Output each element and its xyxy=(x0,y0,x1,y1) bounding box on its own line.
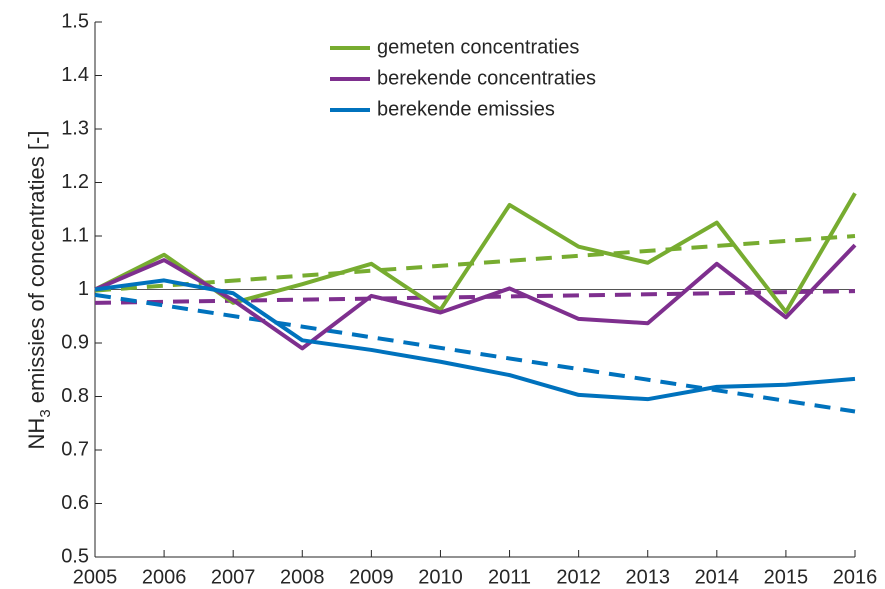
legend-label: berekende emissies xyxy=(377,98,555,120)
y-tick-label: 1.4 xyxy=(61,64,89,86)
trend-line xyxy=(94,234,856,293)
y-tick-label: 1.3 xyxy=(61,117,89,139)
x-tick-label: 2007 xyxy=(211,566,256,588)
y-label-subscript: 3 xyxy=(37,409,54,417)
y-tick-label: 1.1 xyxy=(61,224,89,246)
y-axis-label: NH3 emissies of concentraties [-] xyxy=(24,131,54,450)
y-tick-label: 0.8 xyxy=(61,385,89,407)
trend-line xyxy=(94,292,856,414)
x-tick-label: 2005 xyxy=(73,566,118,588)
x-tick-label: 2012 xyxy=(556,566,601,588)
y-label-suffix: emissies of concentraties [-] xyxy=(24,131,49,410)
x-tick-label: 2008 xyxy=(280,566,325,588)
series-line xyxy=(94,278,856,402)
y-tick-label: 1 xyxy=(78,278,89,300)
y-label-prefix: NH xyxy=(24,418,49,450)
legend-label: gemeten concentraties xyxy=(377,36,579,58)
y-tick-label: 0.7 xyxy=(61,438,89,460)
y-tick-label: 0.9 xyxy=(61,331,89,353)
x-tick-label: 2014 xyxy=(695,566,740,588)
x-tick-label: 2009 xyxy=(349,566,394,588)
x-tick-label: 2013 xyxy=(625,566,670,588)
trend-line xyxy=(94,289,856,305)
x-tick-label: 2006 xyxy=(142,566,187,588)
y-tick-label: 0.6 xyxy=(61,492,89,514)
x-tick-label: 2015 xyxy=(764,566,809,588)
legend-label: berekende concentraties xyxy=(377,67,596,89)
y-tick-label: 0.5 xyxy=(61,545,89,567)
x-tick-label: 2010 xyxy=(418,566,463,588)
x-tick-label: 2011 xyxy=(488,566,531,588)
series-line xyxy=(94,192,857,314)
y-tick-label: 1.5 xyxy=(61,10,89,32)
series-line xyxy=(94,243,857,351)
x-tick-label: 2016 xyxy=(833,566,878,588)
y-tick-label: 1.2 xyxy=(61,171,89,193)
